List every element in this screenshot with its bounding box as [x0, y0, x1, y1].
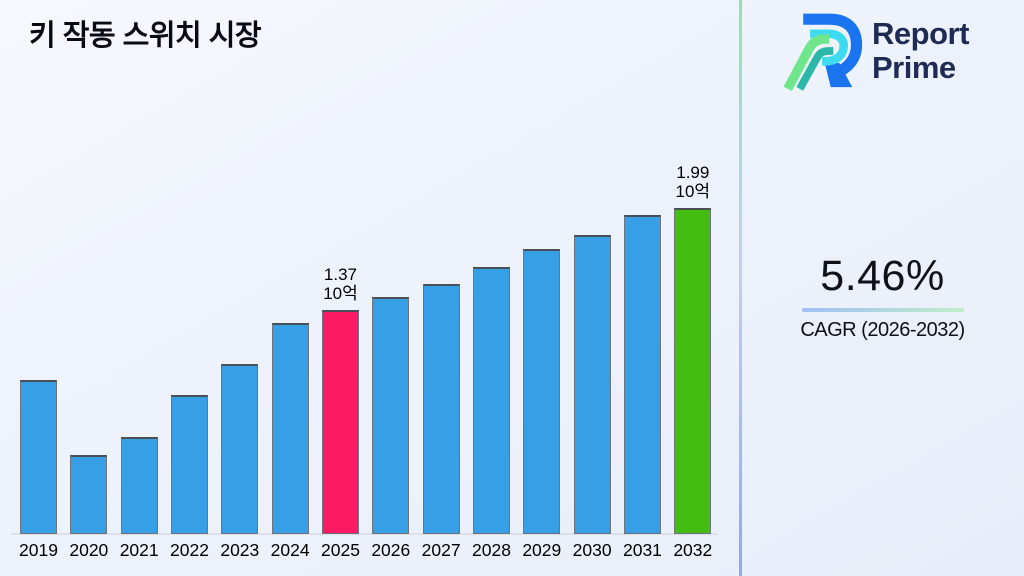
x-tick-2026: 2026	[371, 540, 411, 560]
bar-2022	[170, 394, 208, 534]
x-tick-2019: 2019	[19, 540, 58, 560]
bar-label-unit: 10억	[323, 283, 358, 303]
x-tick-2030: 2030	[572, 540, 612, 560]
bar-2032	[674, 208, 712, 534]
x-tick-2023: 2023	[220, 540, 260, 560]
page-title: 키 작동 스위치 시장	[29, 20, 262, 52]
x-tick-2029: 2029	[522, 540, 562, 560]
bar-label-unit: 10억	[675, 182, 711, 202]
x-tick-2032: 2032	[673, 540, 713, 560]
bar-2028	[472, 267, 510, 534]
x-axis-line	[11, 533, 718, 535]
x-tick-2020: 2020	[69, 540, 109, 560]
bar-2026	[372, 296, 410, 534]
cagr-panel: 5.46% CAGR (2026-2032)	[741, 252, 1024, 342]
bar-2020	[70, 455, 108, 534]
brand-name-line2: Prime	[872, 50, 956, 85]
x-tick-2024: 2024	[270, 540, 310, 560]
bar-2023	[221, 363, 259, 534]
cagr-value: 5.46%	[820, 252, 945, 300]
bar-label-value: 1.37	[323, 264, 358, 284]
report-prime-logo-icon	[783, 13, 863, 92]
bar-label-2025: 1.37 10억	[323, 265, 358, 303]
bar-label-value: 1.99	[676, 163, 710, 183]
x-tick-2027: 2027	[421, 540, 461, 560]
bar-2019	[20, 380, 57, 534]
cagr-label: CAGR (2026-2032)	[800, 319, 965, 341]
cagr-underline	[801, 308, 964, 312]
section-divider	[739, 0, 742, 576]
x-tick-2031: 2031	[622, 540, 662, 560]
x-tick-2028: 2028	[472, 540, 511, 560]
bar-2030	[573, 234, 611, 534]
brand-name: Report Prime	[872, 17, 969, 85]
bar-2021	[120, 437, 158, 534]
bar-chart: 2019 2020 2021 2022 2023 2024 2025 1.37 10억 2026 2…	[11, 163, 718, 560]
brand-logo: Report Prime	[780, 6, 969, 96]
brand-name-line1: Report	[872, 16, 969, 51]
x-tick-2021: 2021	[119, 540, 159, 560]
bar-2024	[271, 322, 309, 534]
bar-2027	[422, 283, 460, 534]
x-tick-2025: 2025	[321, 540, 360, 560]
x-tick-2022: 2022	[170, 540, 209, 560]
bar-2025	[321, 309, 359, 534]
bar-2031	[623, 214, 661, 534]
bar-2029	[523, 249, 561, 534]
bar-label-2032: 1.99 10억	[676, 163, 711, 201]
